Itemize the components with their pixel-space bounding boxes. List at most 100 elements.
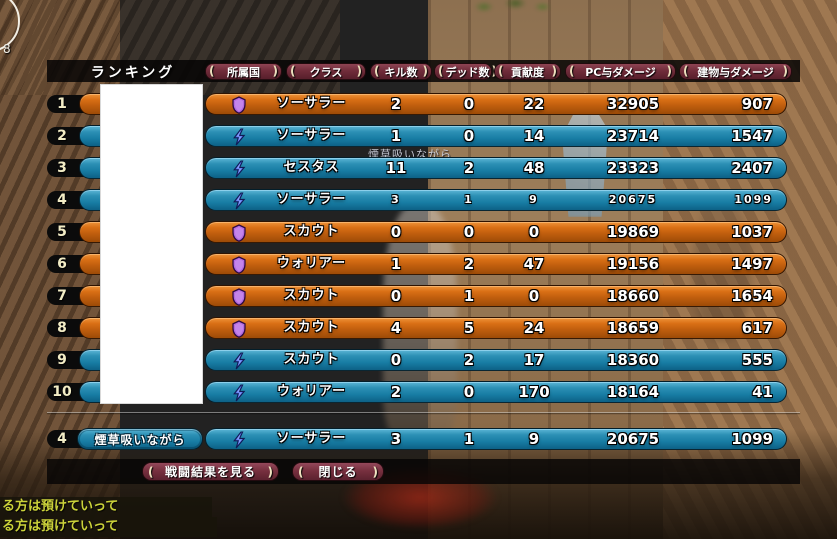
column-header-tab[interactable]: 貢献度 bbox=[494, 63, 561, 80]
column-header-label: キル数 bbox=[384, 65, 418, 79]
nation-bolt-icon bbox=[226, 160, 252, 178]
class-name: ソーサラー bbox=[276, 192, 347, 207]
deaths-value: 1 bbox=[463, 287, 475, 305]
row-stats-bar: ソーサラー 3 1 9 20675 1099 bbox=[205, 428, 787, 450]
column-header-label: デッド数 bbox=[445, 65, 490, 79]
ranking-row: 8 スカウト 4 5 24 18659 617 bbox=[0, 317, 837, 339]
building-damage-value: 555 bbox=[741, 351, 773, 369]
row-stats-bar: ウォリアー 1 2 47 19156 1497 bbox=[205, 253, 787, 275]
column-header-tab[interactable]: クラス bbox=[286, 63, 366, 80]
column-header-tab[interactable]: デッド数 bbox=[434, 63, 492, 80]
deaths-value: 2 bbox=[463, 255, 475, 273]
class-name: ウォリアー bbox=[276, 256, 347, 271]
nation-bolt-icon bbox=[226, 128, 252, 146]
panel-title: ランキング bbox=[90, 65, 176, 81]
rank-number: 5 bbox=[57, 224, 67, 240]
building-damage-value: 1497 bbox=[731, 255, 773, 273]
contribution-value: 170 bbox=[518, 383, 550, 401]
class-name: スカウト bbox=[283, 352, 340, 367]
chat-line: る方は預けていって bbox=[0, 497, 212, 517]
view-battle-results-button[interactable]: 戦闘結果を見る bbox=[142, 462, 279, 481]
deaths-value: 1 bbox=[464, 193, 474, 206]
row-stats-bar: スカウト 0 2 17 18360 555 bbox=[205, 349, 787, 371]
close-button[interactable]: 閉じる bbox=[292, 462, 384, 481]
kills-value: 11 bbox=[385, 159, 407, 177]
contribution-value: 24 bbox=[523, 319, 545, 337]
rank-number: 9 bbox=[57, 352, 67, 368]
view-battle-results-label: 戦闘結果を見る bbox=[164, 465, 256, 479]
pc-damage-value: 20675 bbox=[606, 430, 660, 448]
building-damage-value: 1099 bbox=[731, 430, 773, 448]
rank-number: 4 bbox=[57, 431, 67, 447]
kills-value: 0 bbox=[390, 223, 402, 241]
contribution-value: 9 bbox=[529, 193, 539, 206]
building-damage-value: 617 bbox=[741, 319, 773, 337]
kills-value: 4 bbox=[390, 319, 402, 337]
pc-damage-value: 18360 bbox=[606, 351, 660, 369]
nation-shield-icon bbox=[226, 256, 252, 274]
rank-number: 8 bbox=[57, 320, 67, 336]
pc-damage-value: 18660 bbox=[606, 287, 660, 305]
rank-number: 7 bbox=[57, 288, 67, 304]
nation-bolt-icon bbox=[226, 431, 252, 449]
kills-value: 3 bbox=[391, 193, 401, 206]
pc-damage-value: 18659 bbox=[606, 319, 660, 337]
kills-value: 0 bbox=[390, 351, 402, 369]
column-header-tab[interactable]: 建物与ダメージ bbox=[679, 63, 792, 80]
kills-value: 3 bbox=[390, 430, 402, 448]
close-label: 閉じる bbox=[318, 465, 358, 479]
nation-shield-icon bbox=[226, 288, 252, 306]
building-damage-value: 1547 bbox=[731, 127, 773, 145]
censored-names-overlay bbox=[100, 84, 203, 404]
rank-number: 6 bbox=[57, 256, 67, 272]
kills-value: 2 bbox=[390, 95, 402, 113]
column-header-tab[interactable]: キル数 bbox=[370, 63, 432, 80]
contribution-value: 48 bbox=[523, 159, 545, 177]
pc-damage-value: 20675 bbox=[608, 193, 658, 206]
rank-number: 4 bbox=[57, 192, 67, 208]
row-stats-bar: スカウト 4 5 24 18659 617 bbox=[205, 317, 787, 339]
column-header-label: 所属国 bbox=[227, 65, 260, 79]
hud-counter: 8 bbox=[3, 42, 11, 56]
contribution-value: 0 bbox=[528, 223, 540, 241]
deaths-value: 1 bbox=[463, 430, 475, 448]
foliage bbox=[466, 0, 556, 14]
column-header-tab[interactable]: PC与ダメージ bbox=[565, 63, 676, 80]
nation-shield-icon bbox=[226, 96, 252, 114]
contribution-value: 14 bbox=[523, 127, 545, 145]
column-header-label: PC与ダメージ bbox=[585, 65, 656, 79]
column-header-label: 貢献度 bbox=[511, 65, 544, 79]
column-header-label: 建物与ダメージ bbox=[697, 65, 774, 79]
player-name-bar: 煙草吸いながら bbox=[77, 428, 203, 450]
nation-bolt-icon bbox=[226, 384, 252, 402]
deaths-value: 0 bbox=[463, 383, 475, 401]
building-damage-value: 907 bbox=[741, 95, 773, 113]
row-stats-bar: ウォリアー 2 0 170 18164 41 bbox=[205, 381, 787, 403]
row-stats-bar: ソーサラー 3 1 9 20675 1099 bbox=[205, 189, 787, 211]
pc-damage-value: 18164 bbox=[606, 383, 660, 401]
kills-value: 1 bbox=[390, 127, 402, 145]
column-header-tab[interactable]: 所属国 bbox=[205, 63, 282, 80]
kills-value: 0 bbox=[390, 287, 402, 305]
class-name: ソーサラー bbox=[276, 128, 347, 143]
building-damage-value: 1654 bbox=[731, 287, 773, 305]
contribution-value: 17 bbox=[523, 351, 545, 369]
deaths-value: 0 bbox=[463, 223, 475, 241]
building-damage-value: 1099 bbox=[734, 193, 773, 206]
rank-number: 2 bbox=[57, 128, 67, 144]
chat-line: る方は預けていって bbox=[0, 517, 217, 537]
pc-damage-value: 19156 bbox=[606, 255, 660, 273]
class-name: ウォリアー bbox=[276, 384, 347, 399]
row-stats-bar: スカウト 0 0 0 19869 1037 bbox=[205, 221, 787, 243]
column-header-label: クラス bbox=[309, 65, 343, 79]
deaths-value: 0 bbox=[463, 95, 475, 113]
deaths-value: 0 bbox=[463, 127, 475, 145]
pc-damage-value: 32905 bbox=[606, 95, 660, 113]
kills-value: 1 bbox=[390, 255, 402, 273]
deaths-value: 5 bbox=[463, 319, 475, 337]
nation-shield-icon bbox=[226, 320, 252, 338]
class-name: スカウト bbox=[283, 288, 340, 303]
row-stats-bar: セスタス 11 2 48 23323 2407 bbox=[205, 157, 787, 179]
rank-number: 10 bbox=[52, 384, 72, 400]
